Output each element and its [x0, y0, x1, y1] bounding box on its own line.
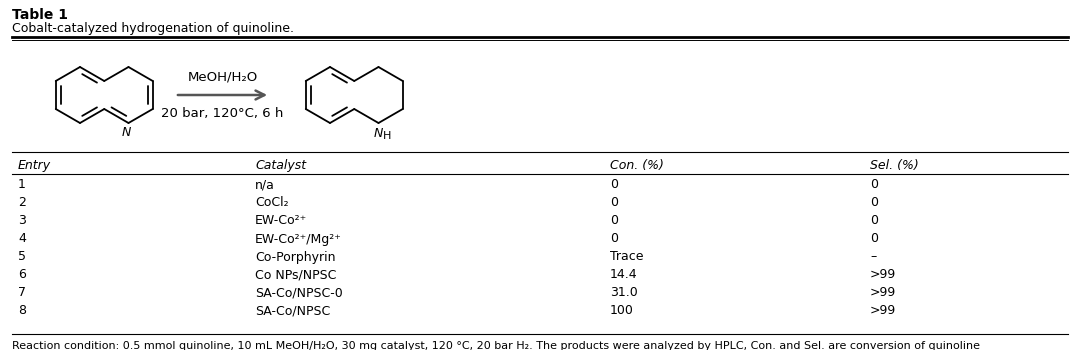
Text: 3: 3	[18, 215, 26, 228]
Text: 5: 5	[18, 251, 26, 264]
Text: 0: 0	[870, 232, 878, 245]
Text: >99: >99	[870, 268, 896, 281]
Text: 0: 0	[610, 232, 618, 245]
Text: SA-Co/NPSC-0: SA-Co/NPSC-0	[255, 287, 342, 300]
Text: 7: 7	[18, 287, 26, 300]
Text: >99: >99	[870, 304, 896, 317]
Text: 20 bar, 120°C, 6 h: 20 bar, 120°C, 6 h	[161, 107, 284, 120]
Text: Co NPs/NPSC: Co NPs/NPSC	[255, 268, 336, 281]
Text: 0: 0	[610, 196, 618, 210]
Text: 2: 2	[18, 196, 26, 210]
Text: H: H	[383, 131, 392, 141]
Text: 0: 0	[870, 196, 878, 210]
Text: 0: 0	[610, 178, 618, 191]
Text: 0: 0	[870, 178, 878, 191]
Text: Trace: Trace	[610, 251, 644, 264]
Text: Sel. (%): Sel. (%)	[870, 159, 919, 172]
Text: CoCl₂: CoCl₂	[255, 196, 288, 210]
Text: 0: 0	[870, 215, 878, 228]
Text: –: –	[870, 251, 876, 264]
Text: 0: 0	[610, 215, 618, 228]
Text: Reaction condition: 0.5 mmol quinoline, 10 mL MeOH/H₂O, 30 mg catalyst, 120 °C, : Reaction condition: 0.5 mmol quinoline, …	[12, 341, 980, 350]
Text: MeOH/H₂O: MeOH/H₂O	[187, 70, 258, 83]
Text: EW-Co²⁺/Mg²⁺: EW-Co²⁺/Mg²⁺	[255, 232, 342, 245]
Text: SA-Co/NPSC: SA-Co/NPSC	[255, 304, 330, 317]
Text: Catalyst: Catalyst	[255, 159, 306, 172]
Text: Cobalt-catalyzed hydrogenation of quinoline.: Cobalt-catalyzed hydrogenation of quinol…	[12, 22, 294, 35]
Text: 8: 8	[18, 304, 26, 317]
Text: Table 1: Table 1	[12, 8, 68, 22]
Text: >99: >99	[870, 287, 896, 300]
Text: EW-Co²⁺: EW-Co²⁺	[255, 215, 307, 228]
Text: Co-Porphyrin: Co-Porphyrin	[255, 251, 336, 264]
Text: 6: 6	[18, 268, 26, 281]
Text: 31.0: 31.0	[610, 287, 638, 300]
Text: 4: 4	[18, 232, 26, 245]
Text: 1: 1	[18, 178, 26, 191]
Text: N: N	[122, 126, 131, 139]
Text: n/a: n/a	[255, 178, 275, 191]
Text: N: N	[374, 127, 383, 140]
Text: 14.4: 14.4	[610, 268, 637, 281]
Text: Con. (%): Con. (%)	[610, 159, 664, 172]
Text: Entry: Entry	[18, 159, 51, 172]
Text: 100: 100	[610, 304, 634, 317]
